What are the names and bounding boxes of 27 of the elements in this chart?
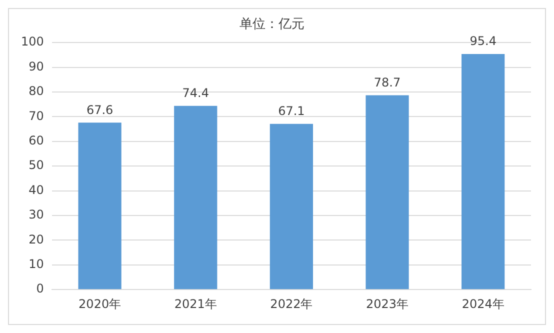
- y-tick-label: 20: [28, 232, 44, 246]
- y-tick-label: 40: [28, 182, 44, 197]
- data-label: 74.4: [182, 86, 209, 100]
- bar: [174, 106, 218, 290]
- data-label: 78.7: [374, 75, 401, 90]
- data-label: 95.4: [470, 34, 496, 48]
- y-tick-label: 10: [28, 257, 44, 272]
- y-tick-label: 60: [28, 134, 44, 148]
- x-tick-label: 2024年: [462, 296, 504, 311]
- bar: [78, 122, 122, 290]
- y-tick-label: 90: [28, 59, 44, 74]
- y-tick-label: 70: [28, 108, 44, 123]
- x-tick-label: 2021年: [174, 296, 217, 311]
- bar: [462, 54, 505, 290]
- y-tick-label: 80: [28, 84, 44, 98]
- y-tick-label: 0: [36, 282, 44, 296]
- y-tick-label: 50: [28, 158, 44, 172]
- x-tick-label: 2020年: [78, 296, 122, 311]
- bar: [366, 95, 409, 290]
- y-tick-label: 30: [28, 208, 44, 222]
- y-tick-label: 100: [21, 34, 44, 49]
- chart-title: 单位：亿元: [240, 17, 304, 32]
- x-tick-label: 2023年: [366, 296, 409, 311]
- x-tick-label: 2022年: [270, 296, 313, 311]
- bar: [270, 124, 314, 290]
- data-label: 67.6: [86, 102, 114, 117]
- data-label: 67.1: [278, 104, 305, 118]
